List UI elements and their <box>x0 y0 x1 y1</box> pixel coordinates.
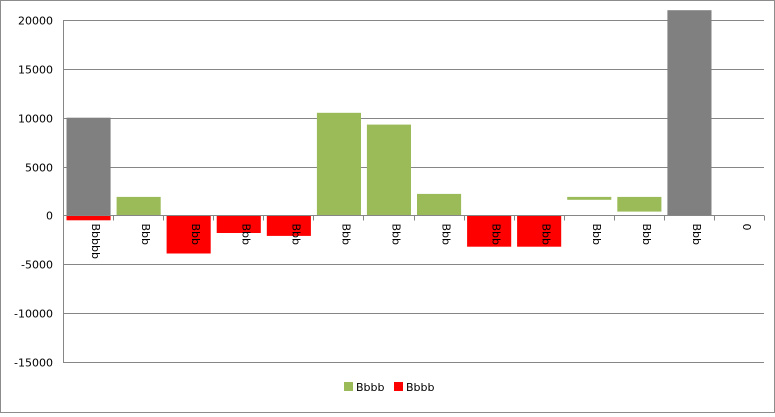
y-tick-labels: 20000 15000 10000 5000 0 -5000 -10000 -15000 <box>14 15 53 370</box>
x-tick-label: Bbb <box>490 224 503 246</box>
bar-positive <box>617 196 662 212</box>
y-tick-label: 10000 <box>18 113 53 126</box>
bar-positive <box>316 112 361 216</box>
bar-negative <box>467 215 512 247</box>
legend-swatch-negative <box>394 382 403 391</box>
x-tick-label: Bbb <box>640 224 653 246</box>
bar-negative <box>166 215 211 254</box>
bar-positive <box>567 196 612 200</box>
y-tick-label: 20000 <box>18 15 53 28</box>
legend-label-positive: Bbbb <box>356 381 385 394</box>
y-tick-label: -5000 <box>21 259 53 272</box>
legend: Bbbb Bbbb <box>344 381 435 394</box>
x-tick-label: Bbb <box>440 224 453 246</box>
y-tick-label: -15000 <box>14 357 53 370</box>
x-tick-label: Bbb <box>590 224 603 246</box>
x-tick-label: Bbbbb <box>89 224 102 259</box>
gridlines <box>63 20 764 363</box>
legend-label-negative: Bbbb <box>406 381 435 394</box>
legend-swatch-positive <box>344 382 353 391</box>
x-tick-label: Bbb <box>690 224 703 246</box>
bar-positive <box>417 193 462 216</box>
x-tick-label: Bbb <box>339 224 352 246</box>
bar-negative <box>266 215 311 236</box>
bars <box>66 10 712 254</box>
axes <box>63 20 765 362</box>
x-tick-label: Bbb <box>139 224 152 246</box>
x-tick-label: Bbb <box>189 224 202 246</box>
bar-negative <box>216 215 261 233</box>
y-tick-label: 0 <box>46 210 53 223</box>
x-tick-labels: Bbbbb Bbb Bbb Bbb Bbb Bbb Bbb Bbb Bbb Bbb Bbb Bbb Bb… <box>89 224 753 259</box>
bar-negative <box>66 215 111 221</box>
bar-positive <box>116 196 161 216</box>
y-tick-label: 15000 <box>18 64 53 77</box>
y-tick-label: -10000 <box>14 308 53 321</box>
x-tick-label: 0 <box>740 224 753 231</box>
x-tick-label: Bbb <box>389 224 402 246</box>
bar-negative <box>517 215 562 247</box>
y-tick-label: 5000 <box>25 162 53 175</box>
x-tick-label: Bbb <box>239 224 252 246</box>
bar-total <box>667 10 712 216</box>
x-tick-label: Bbb <box>540 224 553 246</box>
x-tick-label: Bbb <box>289 224 302 246</box>
bar-total <box>66 117 111 216</box>
bar-positive <box>366 124 411 216</box>
